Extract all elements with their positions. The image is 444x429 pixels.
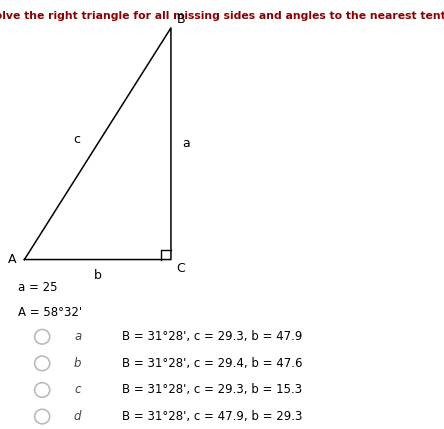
Text: d: d xyxy=(74,410,81,423)
Text: B = 31°28', c = 29.4, b = 47.6: B = 31°28', c = 29.4, b = 47.6 xyxy=(122,357,303,370)
Text: B = 31°28', c = 47.9, b = 29.3: B = 31°28', c = 47.9, b = 29.3 xyxy=(122,410,302,423)
Text: b: b xyxy=(74,357,81,370)
Circle shape xyxy=(35,329,50,344)
Text: A = 58°32': A = 58°32' xyxy=(18,306,82,319)
Text: a: a xyxy=(74,330,81,343)
Text: c: c xyxy=(73,133,80,146)
Text: c: c xyxy=(75,384,81,396)
Text: B: B xyxy=(176,13,185,26)
Text: B = 31°28', c = 29.3, b = 15.3: B = 31°28', c = 29.3, b = 15.3 xyxy=(122,384,302,396)
Circle shape xyxy=(35,383,50,397)
Text: B = 31°28', c = 29.3, b = 47.9: B = 31°28', c = 29.3, b = 47.9 xyxy=(122,330,302,343)
Text: a = 25: a = 25 xyxy=(18,281,57,294)
Text: A: A xyxy=(8,253,16,266)
Text: b: b xyxy=(94,269,102,282)
Text: C: C xyxy=(176,262,185,275)
Circle shape xyxy=(35,356,50,371)
Text: Solve the right triangle for all missing sides and angles to the nearest tenth.: Solve the right triangle for all missing… xyxy=(0,11,444,21)
Circle shape xyxy=(35,409,50,424)
Text: a: a xyxy=(182,137,190,150)
